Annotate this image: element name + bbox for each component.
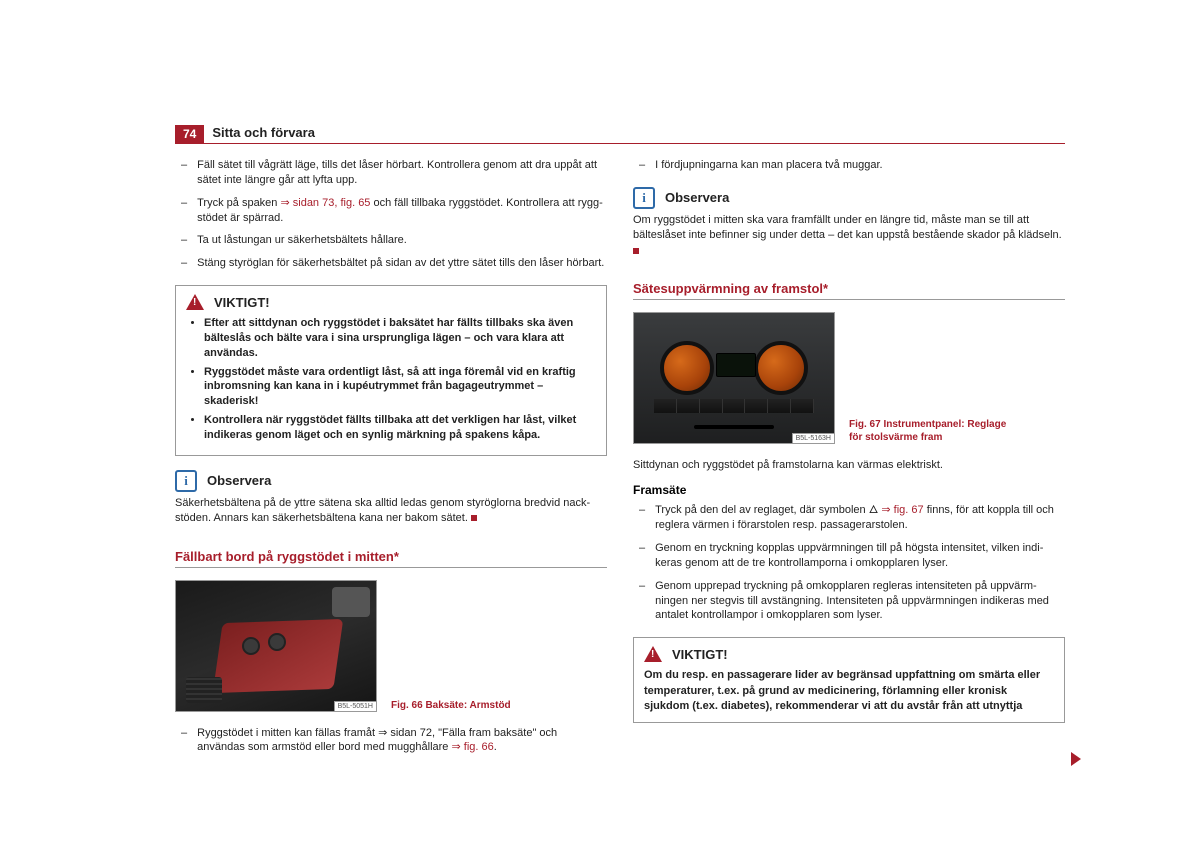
warning-icon bbox=[644, 646, 662, 662]
list-text: Genom upprepad tryckning på omkopplaren … bbox=[655, 579, 1065, 624]
cross-ref[interactable]: ⇒ fig. 66 bbox=[451, 741, 493, 753]
image-id: B5L-5051H bbox=[334, 701, 376, 711]
list-item: Fäll sätet till vågrätt läge, tills det … bbox=[175, 158, 607, 188]
section-heading: Sätesuppvärmning av framstol* bbox=[633, 281, 1065, 300]
left-column: Fäll sätet till vågrätt läge, tills det … bbox=[175, 158, 607, 769]
page-title: Sitta och förvara bbox=[212, 125, 315, 140]
sub-heading: Framsäte bbox=[633, 483, 1065, 497]
continuation-list: I fördjupningarna kan man placera två mu… bbox=[633, 158, 1065, 173]
warning-title: VIKTIGT! bbox=[672, 647, 728, 662]
warning-text: Om du resp. en passagerare lider av begr… bbox=[644, 668, 1054, 714]
section-heading: Fällbart bord på ryggstödet i mitten* bbox=[175, 549, 607, 568]
warning-title: VIKTIGT! bbox=[214, 295, 270, 310]
warning-list: Efter att sittdynan och ryggstödet i bak… bbox=[186, 316, 596, 443]
note-head: i Observera bbox=[633, 187, 1065, 209]
figure-caption: Fig. 66 Baksäte: Armstöd bbox=[391, 699, 511, 712]
figure-67: B5L-5163H Fig. 67 Instrumentpanel: Regla… bbox=[633, 312, 1065, 444]
list-item: Efter att sittdynan och ryggstödet i bak… bbox=[204, 316, 596, 361]
cross-ref[interactable]: ⇒ sidan 73, fig. 65 bbox=[280, 197, 370, 209]
note-head: i Observera bbox=[175, 470, 607, 492]
note-title: Observera bbox=[207, 473, 271, 488]
info-icon: i bbox=[633, 187, 655, 209]
list-item: Tryck på spaken ⇒ sidan 73, fig. 65 och … bbox=[175, 196, 607, 226]
list-text: Stäng styröglan för säkerhetsbältet på s… bbox=[197, 256, 604, 271]
list-item: Genom en tryckning kopplas uppvärmningen… bbox=[633, 541, 1065, 571]
figure-66: B5L-5051H Fig. 66 Baksäte: Armstöd bbox=[175, 580, 607, 712]
list-text: I fördjupningarna kan man placera två mu… bbox=[655, 158, 882, 173]
list-item: Kontrollera när ryggstödet fällts tillba… bbox=[204, 413, 596, 443]
note-text: Säkerhetsbältena på de yttre sätena ska … bbox=[175, 496, 607, 527]
list-item: Tryck på den del av reglaget, där symbol… bbox=[633, 503, 1065, 533]
steps-list: Tryck på den del av reglaget, där symbol… bbox=[633, 503, 1065, 623]
page-number-badge: 74 bbox=[175, 125, 204, 143]
list-item: Ryggstödet i mitten kan fällas framåt ⇒ … bbox=[175, 726, 607, 756]
list-item: Ryggstödet måste vara ordentligt låst, s… bbox=[204, 365, 596, 410]
continue-icon bbox=[1071, 752, 1081, 766]
figure-caption: Fig. 67 Instrumentpanel: Reglage för sto… bbox=[849, 418, 1019, 444]
end-marker-icon bbox=[471, 515, 477, 521]
procedure-list: Fäll sätet till vågrätt läge, tills det … bbox=[175, 158, 607, 271]
list-item: I fördjupningarna kan man placera två mu… bbox=[633, 158, 1065, 173]
figure-desc-list: Ryggstödet i mitten kan fällas framåt ⇒ … bbox=[175, 726, 607, 756]
cross-ref[interactable]: ⇒ fig. 67 bbox=[881, 504, 923, 516]
list-text: Tryck på spaken ⇒ sidan 73, fig. 65 och … bbox=[197, 196, 607, 226]
page-header: 74 Sitta och förvara bbox=[175, 125, 1065, 144]
warning-box: VIKTIGT! Om du resp. en passagerare lide… bbox=[633, 637, 1065, 723]
warning-head: VIKTIGT! bbox=[186, 294, 596, 310]
list-text: Ryggstödet i mitten kan fällas framåt ⇒ … bbox=[197, 726, 607, 756]
list-text: Fäll sätet till vågrätt läge, tills det … bbox=[197, 158, 607, 188]
warning-box: VIKTIGT! Efter att sittdynan och ryggstö… bbox=[175, 285, 607, 456]
right-column: I fördjupningarna kan man placera två mu… bbox=[633, 158, 1065, 769]
list-text: Genom en tryckning kopplas uppvärmningen… bbox=[655, 541, 1065, 571]
note-title: Observera bbox=[665, 190, 729, 205]
list-text: Ta ut låstungan ur säkerhetsbältets håll… bbox=[197, 233, 407, 248]
image-id: B5L-5163H bbox=[792, 433, 834, 443]
info-icon: i bbox=[175, 470, 197, 492]
list-item: Stäng styröglan för säkerhetsbältet på s… bbox=[175, 256, 607, 271]
warning-head: VIKTIGT! bbox=[644, 646, 1054, 662]
note-text: Om ryggstödet i mitten ska vara framfäll… bbox=[633, 213, 1065, 259]
manual-page: 74 Sitta och förvara Fäll sätet till våg… bbox=[175, 125, 1065, 768]
content-columns: Fäll sätet till vågrätt läge, tills det … bbox=[175, 158, 1065, 769]
list-item: Genom upprepad tryckning på omkopplaren … bbox=[633, 579, 1065, 624]
figure-image: B5L-5163H bbox=[633, 312, 835, 444]
list-item: Ta ut låstungan ur säkerhetsbältets håll… bbox=[175, 233, 607, 248]
warning-icon bbox=[186, 294, 204, 310]
list-text: Tryck på den del av reglaget, där symbol… bbox=[655, 503, 1065, 533]
intro-text: Sittdynan och ryggstödet på framstolarna… bbox=[633, 458, 1065, 473]
end-marker-icon bbox=[633, 248, 639, 254]
figure-image: B5L-5051H bbox=[175, 580, 377, 712]
